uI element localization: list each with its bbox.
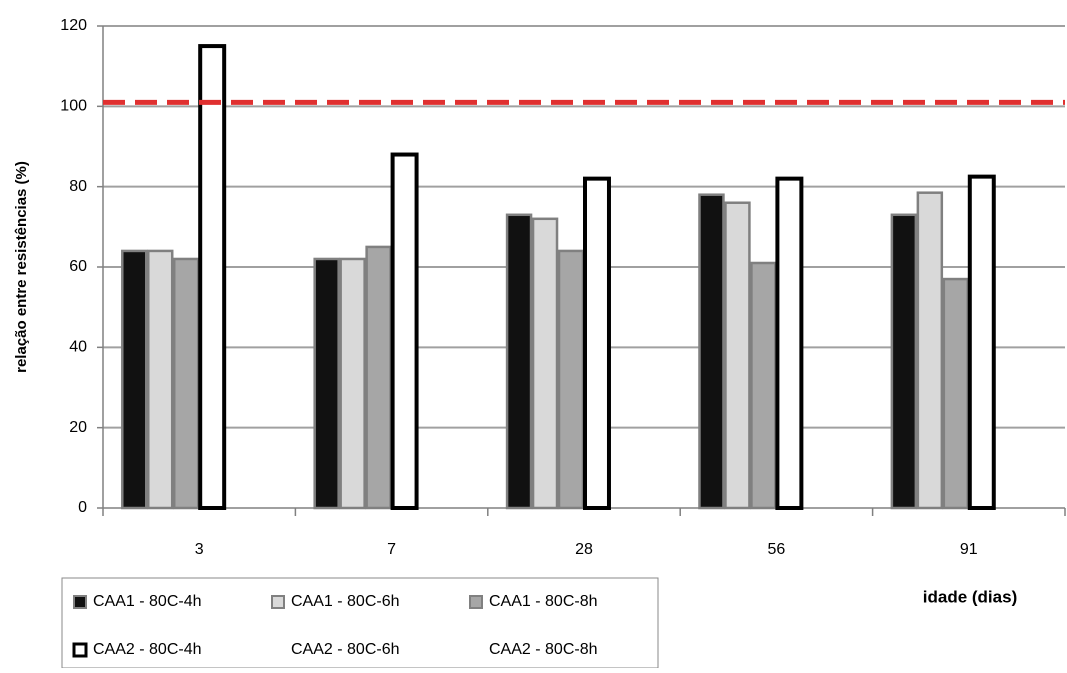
legend-label: CAA1 - 80C-8h <box>489 593 598 610</box>
y-tick-label: 0 <box>78 499 87 516</box>
legend-box <box>61 577 659 669</box>
bar <box>172 257 200 510</box>
bar <box>505 213 533 510</box>
legend-swatch <box>469 595 483 609</box>
bar <box>339 257 366 510</box>
bar <box>583 176 611 510</box>
bar <box>890 213 918 510</box>
x-tick-label: 56 <box>768 541 786 558</box>
legend-swatch <box>72 642 88 658</box>
y-tick-label: 80 <box>69 178 87 195</box>
bar <box>967 174 996 510</box>
y-axis-title: relação entre resistências (%) <box>13 161 30 373</box>
y-tick-label: 40 <box>69 339 87 356</box>
legend-swatch <box>271 595 285 609</box>
x-axis-title: idade (dias) <box>923 587 1017 606</box>
bar <box>775 176 804 510</box>
x-tick-label: 28 <box>575 541 593 558</box>
bar <box>531 217 559 510</box>
x-tick-label: 7 <box>387 541 396 558</box>
bar <box>147 249 174 510</box>
legend-label: CAA2 - 80C-6h <box>291 641 400 658</box>
legend-swatch <box>73 595 87 609</box>
bar <box>313 257 340 510</box>
bar <box>121 249 148 510</box>
bar <box>198 44 227 510</box>
bar <box>724 201 751 510</box>
y-tick-label: 60 <box>69 258 87 275</box>
y-tick-label: 100 <box>60 98 87 115</box>
y-tick-label: 20 <box>69 419 87 436</box>
legend-label: CAA2 - 80C-8h <box>489 641 598 658</box>
x-tick-label: 91 <box>960 541 978 558</box>
bar <box>750 261 777 510</box>
bar <box>942 277 970 510</box>
legend-label: CAA2 - 80C-4h <box>93 641 202 658</box>
legend-label: CAA1 - 80C-4h <box>93 593 202 610</box>
bar <box>557 249 585 510</box>
legend-label: CAA1 - 80C-6h <box>291 593 400 610</box>
bar <box>698 193 725 510</box>
x-tick-label: 3 <box>195 541 204 558</box>
bar <box>390 152 419 511</box>
bar <box>365 245 392 510</box>
bar <box>916 191 944 510</box>
y-tick-label: 120 <box>60 17 87 34</box>
